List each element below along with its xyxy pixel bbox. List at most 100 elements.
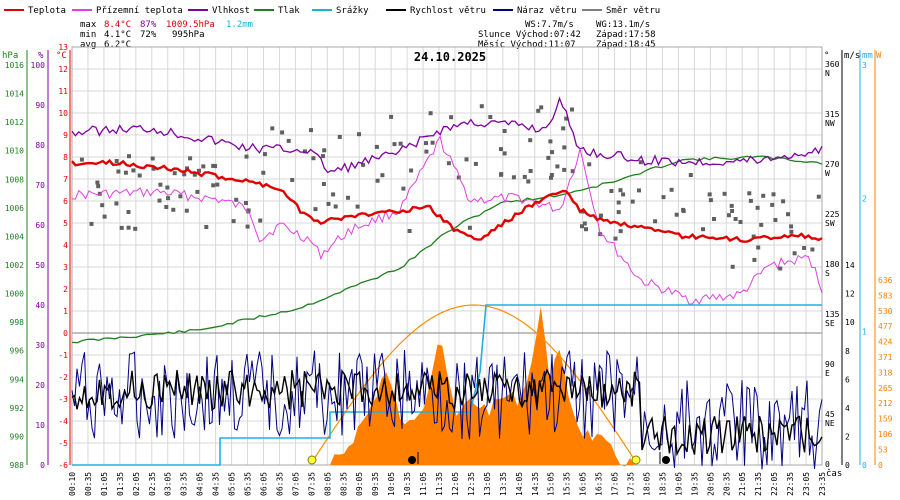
wind-dir-point — [286, 138, 291, 143]
x-tick-label: 00:35 — [84, 472, 93, 496]
x-tick-label: 13:35 — [499, 472, 508, 496]
x-tick-label: 11:35 — [435, 472, 444, 496]
x-tick-label: 07:35 — [307, 472, 316, 496]
rain-line — [72, 304, 822, 466]
x-tick-label: 17:35 — [627, 472, 636, 496]
wind-dir-point — [738, 220, 743, 224]
wind-dir-point — [770, 202, 775, 207]
wind-dir-point — [587, 162, 592, 167]
legend-label: Rychlost větru — [410, 6, 486, 16]
x-tick-label: 12:35 — [467, 472, 476, 496]
wind-dir-point — [326, 201, 331, 206]
pressure-line — [71, 155, 823, 344]
wind-dir-point — [526, 179, 531, 184]
wind-dir-point — [204, 225, 209, 229]
wind-dir-point — [313, 207, 318, 212]
wind-dir-point — [584, 227, 588, 232]
stat-max-hum: 87% — [140, 20, 157, 30]
temp-tick-label: 5 — [63, 219, 68, 228]
pct-tick-label: 100 — [31, 61, 46, 70]
wind-dir-point — [231, 219, 236, 224]
x-tick-label: 15:35 — [563, 472, 572, 496]
pct-tick-label: 60 — [35, 221, 45, 230]
legend: Teplota Přízemní teplota Vlhkost Tlak Srážky… — [4, 6, 660, 16]
stat-max-temp: 8.4°C — [104, 20, 131, 30]
wind-dir-point — [172, 171, 177, 176]
wind-dir-point — [428, 111, 433, 116]
wind-dir-point — [522, 174, 527, 179]
wind-dir-point — [786, 212, 790, 217]
pct-tick-label: 50 — [35, 261, 45, 270]
wind-dir-point — [528, 138, 533, 143]
wind-dir-point — [555, 164, 560, 169]
axis-label-pct: % — [38, 51, 44, 61]
wind-dir-point — [582, 221, 587, 226]
hpa-tick-label: 998 — [10, 318, 25, 327]
dir-tick-name: NE — [825, 419, 835, 428]
dir-tick-name: E — [825, 369, 830, 378]
hpa-tick-label: 988 — [10, 461, 25, 470]
wind-dir-point — [407, 229, 412, 233]
wind-dir-point — [215, 182, 220, 187]
wind-dir-point — [337, 134, 342, 139]
wind-dir-point — [502, 129, 507, 133]
temp-tick-label: 10 — [58, 109, 68, 118]
wind-dir-point — [748, 198, 753, 203]
wind-dir-point — [528, 169, 533, 173]
w-tick-label: 0 — [878, 461, 883, 470]
wind-dir-point — [114, 201, 119, 206]
wind-dir-point — [561, 126, 566, 131]
moonset-marker — [662, 456, 670, 464]
x-tick-label: 09:35 — [371, 472, 380, 496]
wind-dir-point — [473, 161, 478, 166]
dir-tick-label: 90 — [825, 360, 835, 369]
wind-dir-point — [280, 130, 285, 135]
hpa-tick-label: 1006 — [5, 204, 24, 213]
wind-dir-point — [171, 207, 176, 212]
w-tick-label: 583 — [878, 291, 893, 300]
wind-dir-point — [570, 169, 575, 174]
wind-dir-point — [539, 105, 544, 110]
x-tick-label: 06:35 — [275, 472, 284, 496]
wind-dir-point — [511, 175, 516, 180]
wind-dir-point — [810, 247, 815, 252]
temp-tick-label: 11 — [58, 87, 68, 96]
wind-dir-point — [137, 173, 142, 178]
wind-dir-point — [346, 195, 350, 200]
stat-min-press: 995hPa — [172, 30, 205, 40]
wind-dir-point — [747, 191, 752, 196]
axis-label-mm: mm — [862, 51, 873, 61]
wind-dir-point — [726, 213, 731, 218]
wind-dir-point — [722, 191, 727, 196]
x-tick-label: 03:35 — [180, 472, 189, 496]
ground-temp-line — [71, 135, 823, 305]
wind-dir-point — [331, 192, 336, 197]
wind-dir-point — [730, 264, 735, 269]
wind-dir-point — [816, 194, 821, 199]
info-moonrise: Měsíc Východ:11:07 — [478, 40, 576, 50]
legend-label: Náraz větru — [517, 6, 577, 16]
x-tick-label: 17:05 — [611, 472, 620, 496]
wind-dir-point — [380, 173, 385, 178]
wind-speed-line — [71, 368, 823, 457]
wind-dir-point — [488, 115, 493, 119]
wind-dir-point — [374, 144, 379, 149]
temp-tick-label: 7 — [63, 175, 68, 184]
info-sunrise: Slunce Východ:07:42 — [478, 30, 581, 40]
temp-tick-label: 1 — [63, 307, 68, 316]
wind-dir-point — [96, 184, 101, 189]
x-tick-label: 16:05 — [579, 472, 588, 496]
wind-dir-point — [151, 166, 156, 171]
wind-dir-point — [398, 141, 403, 146]
x-tick-label: 16:35 — [595, 472, 604, 496]
wind-dir-point — [165, 185, 170, 190]
hpa-tick-label: 990 — [10, 432, 25, 441]
wind-dir-point — [119, 225, 124, 230]
wind-dir-point — [321, 154, 325, 159]
temp-tick-label: -2 — [58, 373, 68, 382]
wind-dir-point — [158, 182, 163, 187]
pct-tick-label: 80 — [35, 141, 45, 150]
wind-dir-point — [245, 224, 250, 229]
w-tick-label: 636 — [878, 276, 893, 285]
x-tick-label: 21:05 — [738, 472, 747, 496]
